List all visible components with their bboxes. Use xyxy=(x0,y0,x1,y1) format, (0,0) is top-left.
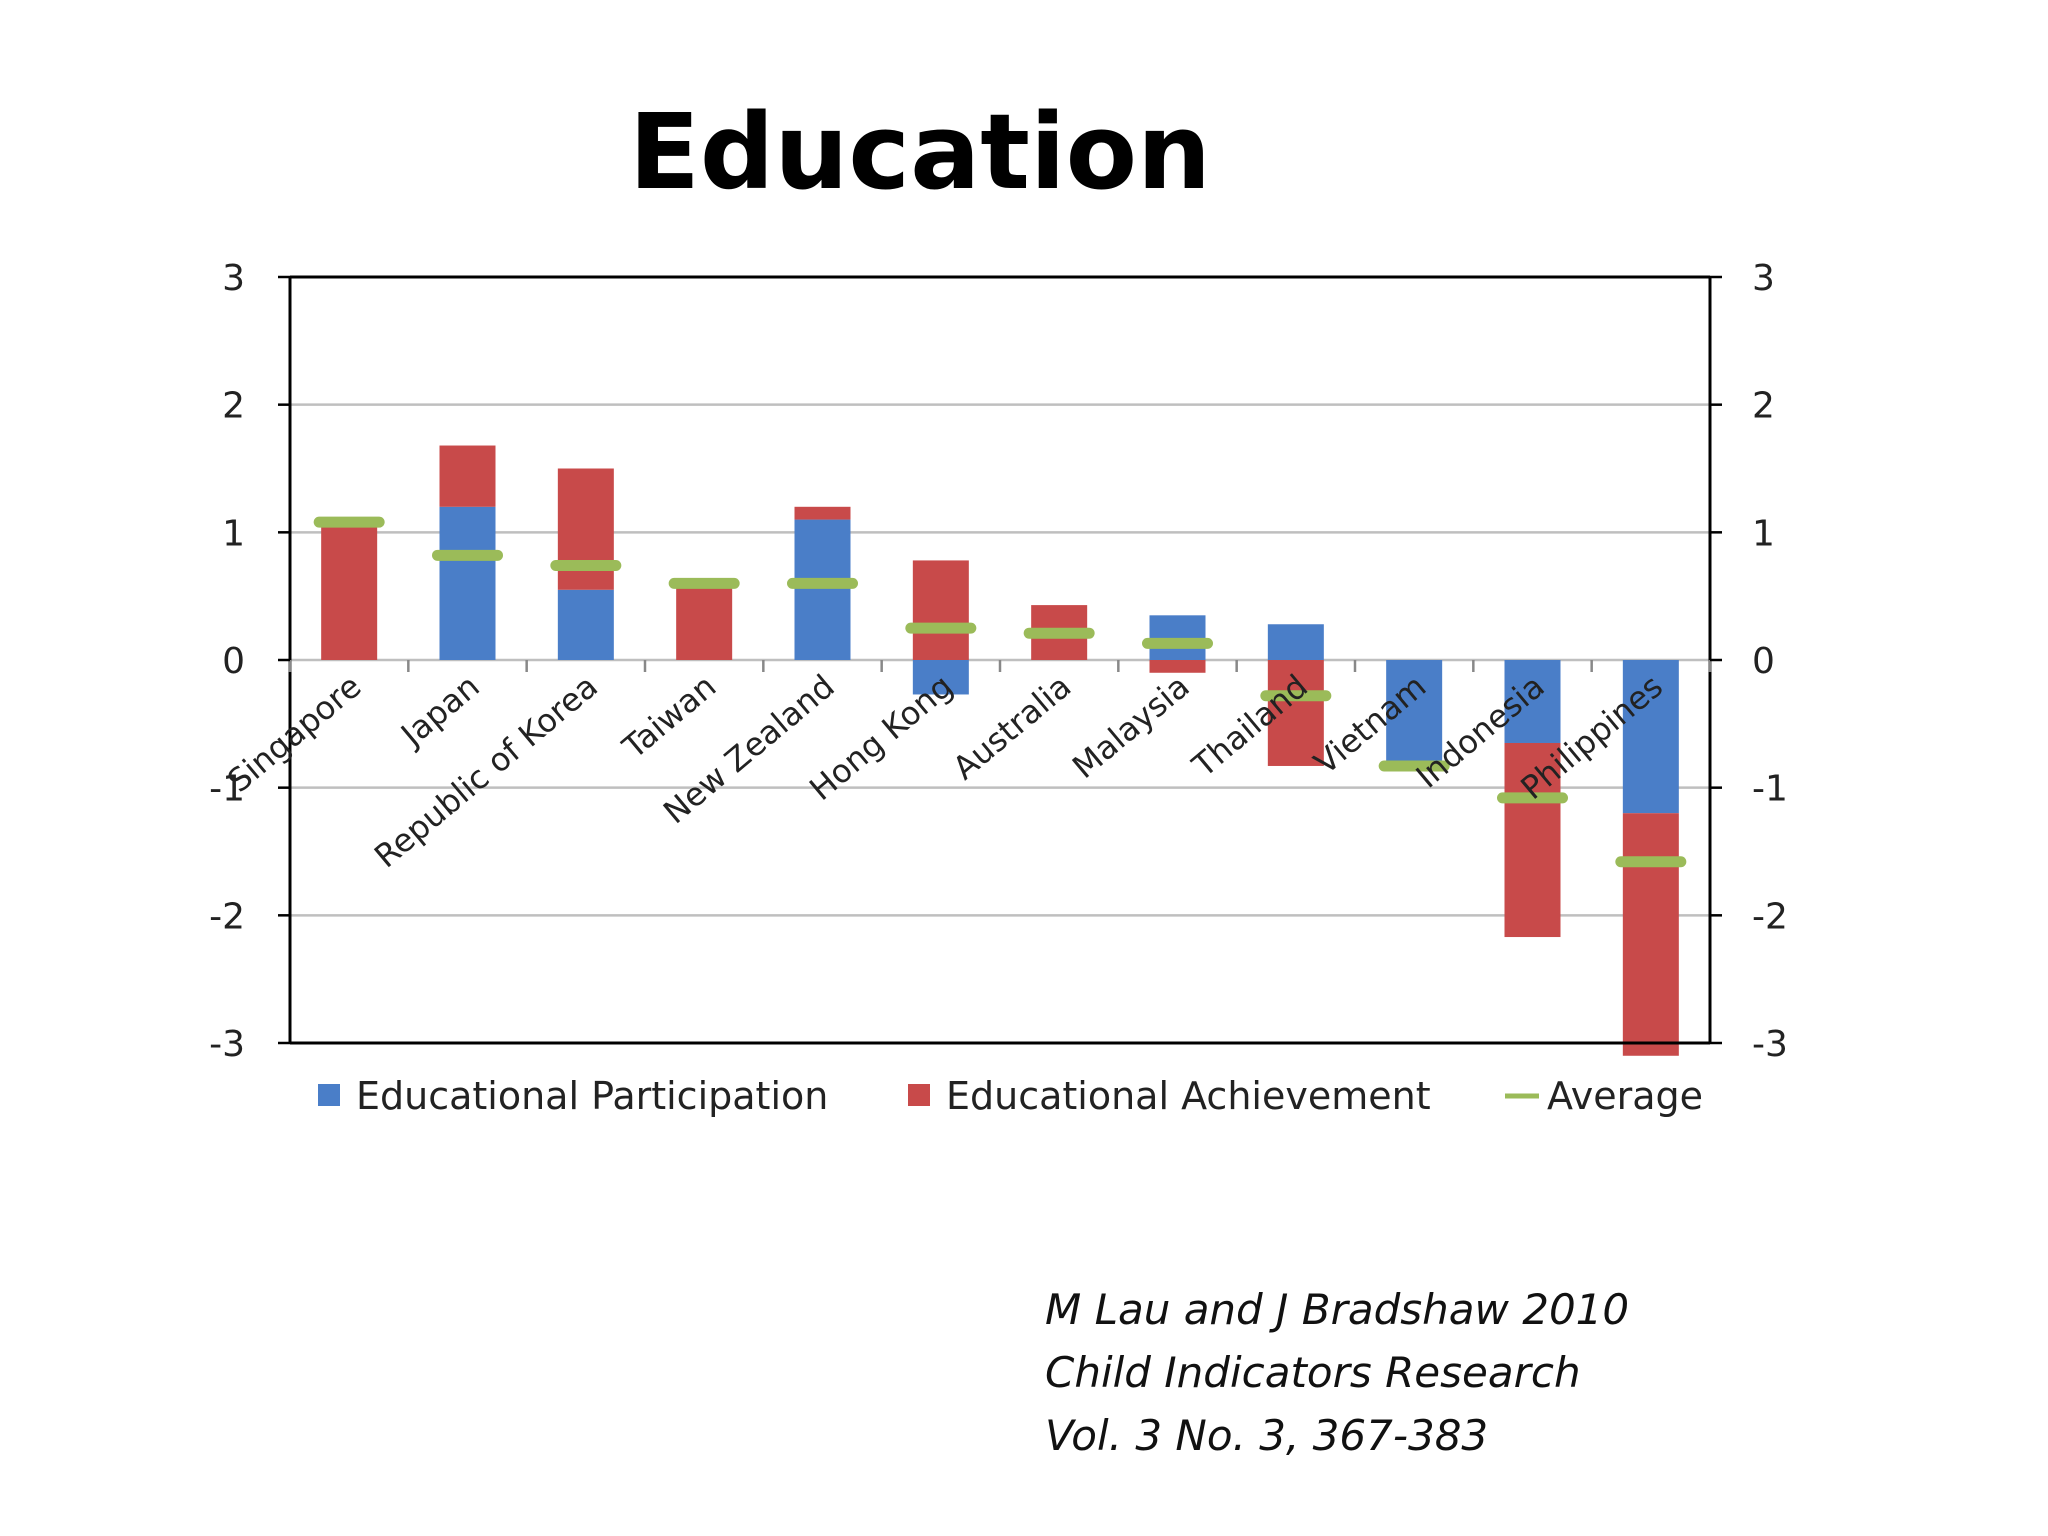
plot-frame xyxy=(278,275,1722,1045)
citation: M Lau and J Bradshaw 2010 Child Indicato… xyxy=(1045,1278,1629,1467)
participation-bar xyxy=(439,506,496,660)
participation-bar xyxy=(1267,624,1324,660)
achievement-bar xyxy=(1622,813,1679,1056)
category-label: Japan xyxy=(392,667,486,755)
y-tick-label: -1 xyxy=(209,769,245,810)
participation-bar xyxy=(794,519,851,660)
y-tick-label: 3 xyxy=(222,258,245,299)
achievement-bar xyxy=(794,506,851,520)
y-tick-label-right: 0 xyxy=(1752,641,1775,682)
y-tick-label: -3 xyxy=(209,1024,245,1065)
y-tick-label: 0 xyxy=(222,641,245,682)
y-axis-ticks: 3 3 2 2 1 1 0 0 -1 -1 -2 -2 -3 -3 xyxy=(209,258,1788,1065)
category-label: Taiwan xyxy=(615,667,724,767)
participation-bar xyxy=(557,589,614,660)
citation-line-volume: Vol. 3 No. 3, 367-383 xyxy=(1045,1411,1489,1460)
legend-swatch xyxy=(908,1084,930,1106)
participation-bar xyxy=(912,660,969,695)
legend: Educational Participation Educational Ach… xyxy=(318,1074,1703,1118)
participation-bar xyxy=(1504,660,1561,743)
y-tick-label-right: 2 xyxy=(1752,386,1775,427)
participation-bar xyxy=(1386,660,1443,769)
achievement-bar xyxy=(676,583,733,660)
y-tick-label: 2 xyxy=(222,386,245,427)
legend-item: Average xyxy=(1505,1074,1703,1118)
y-tick-label-right: 3 xyxy=(1752,258,1775,299)
citation-line-authors: M Lau and J Bradshaw 2010 xyxy=(1045,1285,1630,1334)
legend-label: Average xyxy=(1547,1074,1703,1118)
y-tick-label: -2 xyxy=(209,896,245,937)
y-tick-label-right: 1 xyxy=(1752,513,1775,554)
category-label: Malaysia xyxy=(1065,667,1197,786)
category-label: Republic of Korea xyxy=(367,667,605,875)
legend-item: Educational Participation xyxy=(318,1074,828,1118)
category-label: Singapore xyxy=(220,667,368,800)
participation-bar xyxy=(1149,615,1206,660)
legend-item: Educational Achievement xyxy=(908,1074,1431,1118)
citation-line-journal: Child Indicators Research xyxy=(1045,1348,1581,1397)
bars xyxy=(313,445,1687,1056)
achievement-bar xyxy=(1504,742,1561,938)
achievement-bar xyxy=(1149,660,1206,673)
achievement-bar xyxy=(1267,660,1324,766)
legend-label: Educational Participation xyxy=(356,1074,828,1118)
legend-label: Educational Achievement xyxy=(946,1074,1431,1118)
achievement-bar xyxy=(321,525,378,660)
legend-swatch xyxy=(318,1084,340,1106)
achievement-bar xyxy=(912,560,969,660)
slide-title: Education xyxy=(628,91,1212,213)
y-tick-label-right: -3 xyxy=(1752,1024,1788,1065)
achievement-bar xyxy=(439,445,496,507)
participation-bar xyxy=(1622,660,1679,814)
y-tick-label-right: -1 xyxy=(1752,769,1788,810)
y-tick-label-right: -2 xyxy=(1752,896,1788,937)
achievement-bar xyxy=(557,468,614,590)
y-tick-label: 1 xyxy=(222,513,245,554)
